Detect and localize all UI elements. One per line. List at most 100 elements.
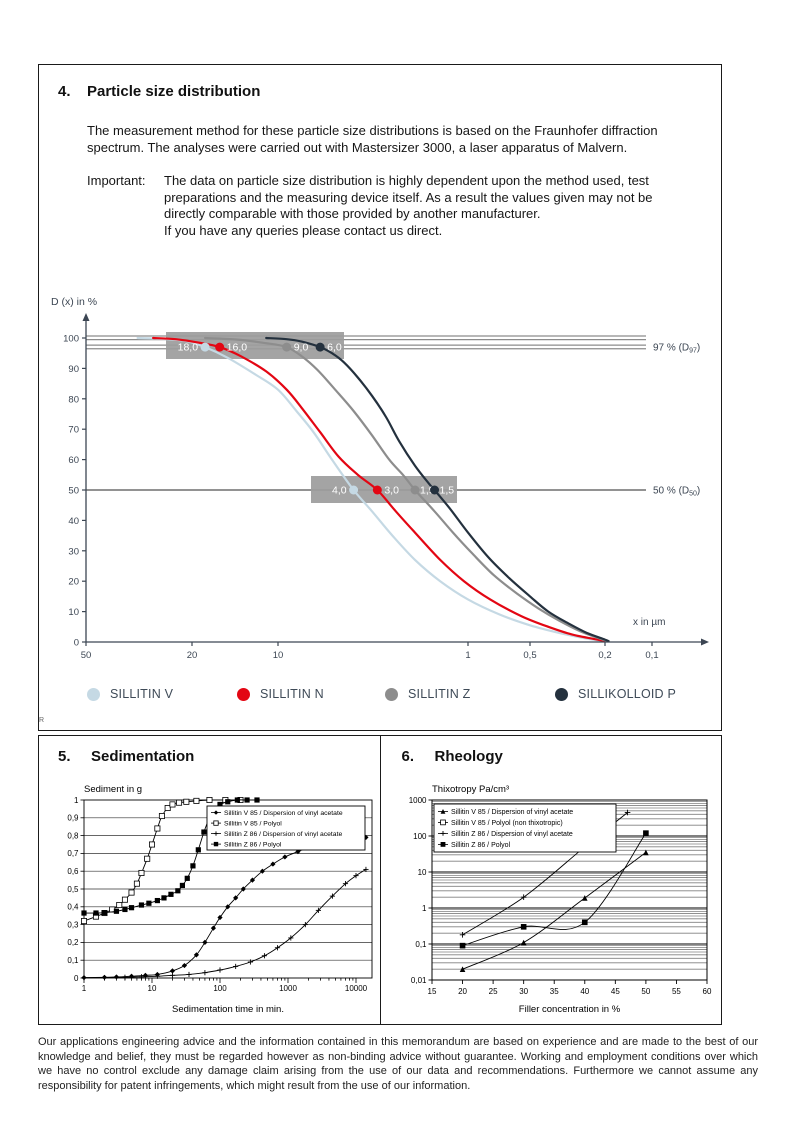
svg-text:100: 100	[63, 334, 79, 345]
svg-text:70: 70	[68, 425, 79, 436]
svg-text:Sillitin V 85 / Dispersion of: Sillitin V 85 / Dispersion of vinyl acet…	[224, 810, 343, 817]
svg-text:10000: 10000	[345, 984, 368, 993]
svg-text:Sillitin V 85 / Dispersion of: Sillitin V 85 / Dispersion of vinyl acet…	[451, 809, 573, 816]
reference-lines: 97 % (D97) 50 % (D50)	[86, 335, 700, 498]
svg-text:40: 40	[580, 987, 589, 996]
svg-text:1: 1	[422, 904, 427, 913]
svg-text:D (x) in %: D (x) in %	[51, 296, 97, 308]
svg-text:0: 0	[74, 638, 79, 649]
svg-text:Sillitin Z 86 / Dispersion of: Sillitin Z 86 / Dispersion of vinyl acet…	[451, 831, 573, 838]
svg-text:Sillitin Z 86 / Polyol: Sillitin Z 86 / Polyol	[451, 842, 511, 849]
svg-text:0: 0	[74, 974, 79, 983]
svg-text:x in µm: x in µm	[633, 617, 665, 628]
section4-number: 4.	[58, 83, 71, 100]
svg-text:0,5: 0,5	[67, 885, 79, 894]
svg-text:Sillitin V 85 / Polyol: Sillitin V 85 / Polyol	[224, 821, 282, 828]
svg-text:16,0: 16,0	[227, 342, 248, 354]
svg-text:Sedimentation time in min.: Sedimentation time in min.	[172, 1004, 284, 1015]
r-mark: R	[39, 717, 45, 724]
rheology-legend: Sillitin V 85 / Dispersion of vinyl acet…	[433, 803, 616, 853]
svg-text:100: 100	[213, 984, 227, 993]
section6-number: 6.	[401, 748, 415, 765]
section6-title: Rheology	[434, 748, 503, 765]
svg-text:0,5: 0,5	[523, 650, 536, 661]
svg-text:0,8: 0,8	[67, 831, 79, 840]
sedimentation-chart: 0 0,1 0,2 0,3 0,4 0,5 0,6 0,7 0,8 0,9 1 1 10 100 1000 1…	[67, 784, 373, 1015]
important-text-1: The data on particle size distribution i…	[164, 173, 653, 221]
svg-text:30: 30	[519, 987, 528, 996]
svg-text:10: 10	[273, 650, 284, 661]
svg-text:1: 1	[82, 984, 87, 993]
svg-text:Thixotropy Pa/cm³: Thixotropy Pa/cm³	[432, 784, 509, 795]
svg-text:50: 50	[81, 650, 92, 661]
section6-panel: 6. Rheology 15 20 25 30 35 40 45 50 55 60 1000 100 1…	[380, 735, 722, 1025]
svg-text:18,0: 18,0	[178, 342, 199, 354]
svg-text:0,2: 0,2	[598, 650, 611, 661]
rheology-axes: 15 20 25 30 35 40 45 50 55 60 1000 100 10 1 0,1 0,01 Thi…	[408, 784, 711, 1015]
svg-text:50: 50	[68, 486, 79, 497]
rheology-series	[459, 809, 649, 972]
sillikolloid-p-dot-icon	[555, 687, 568, 701]
particle-curves	[136, 336, 610, 643]
sillitin-z-dot-icon	[385, 687, 398, 701]
svg-text:0,3: 0,3	[67, 920, 79, 929]
svg-text:Sillitin Z 86 / Dispersion of: Sillitin Z 86 / Dispersion of vinyl acet…	[224, 831, 342, 838]
svg-text:1000: 1000	[408, 796, 426, 805]
svg-text:60: 60	[702, 987, 711, 996]
particle-axes: 0 10 20 30 40 50 60 70 80 90 100 50 20 10 1 0,5 0,2 0,1 D …	[51, 296, 709, 661]
svg-text:80: 80	[68, 394, 79, 405]
svg-text:1,5: 1,5	[440, 485, 455, 497]
svg-text:35: 35	[549, 987, 558, 996]
svg-text:1000: 1000	[279, 984, 297, 993]
legend-label: SILLITIN V	[110, 687, 174, 701]
svg-text:90: 90	[68, 364, 79, 375]
svg-text:1: 1	[465, 650, 470, 661]
svg-text:60: 60	[68, 455, 79, 466]
svg-text:20: 20	[68, 577, 79, 588]
section5-number: 5.	[58, 748, 71, 765]
svg-text:10: 10	[417, 868, 426, 877]
sediment-axes: 0 0,1 0,2 0,3 0,4 0,5 0,6 0,7 0,8 0,9 1 1 10 100 1000 1…	[67, 784, 367, 1015]
svg-text:6,0: 6,0	[327, 342, 342, 354]
sediment-legend: Sillitin V 85 / Dispersion of vinyl acet…	[206, 805, 366, 851]
svg-text:Sillitin V 85 / Polyol (non th: Sillitin V 85 / Polyol (non thixotropic)	[451, 820, 563, 827]
svg-text:0,1: 0,1	[645, 650, 658, 661]
sillitin-v-dot-icon	[87, 687, 100, 701]
legend-item-sillitin-v: SILLITIN V	[87, 687, 173, 701]
section4-heading: 4. Particle size distribution	[58, 83, 260, 100]
sediment-series	[81, 796, 369, 981]
svg-text:100: 100	[413, 832, 427, 841]
section5-heading: 5. Sedimentation	[58, 748, 194, 765]
svg-text:0,7: 0,7	[67, 849, 79, 858]
svg-text:0,2: 0,2	[67, 938, 79, 947]
particle-size-distribution-chart: 97 % (D97)50 % (D50)18,04,016,03,09,01,9…	[51, 296, 709, 661]
rheology-chart: 15 20 25 30 35 40 45 50 55 60 1000 100 10 1 0,1 0,01 Thi…	[408, 784, 711, 1015]
legend-item-sillitin-z: SILLITIN Z	[385, 687, 470, 701]
section4-panel: 4. Particle size distribution The measur…	[38, 64, 722, 731]
svg-text:50: 50	[641, 987, 650, 996]
value-label-boxes	[166, 332, 457, 503]
svg-text:0,01: 0,01	[410, 976, 426, 985]
important-label: Important:	[87, 173, 146, 188]
section5-panel: 5. Sedimentation 0 0,1 0,2 0,3 0,4 0,5 0,6 0,7 0…	[38, 735, 381, 1025]
svg-text:0,4: 0,4	[67, 903, 79, 912]
svg-text:15: 15	[427, 987, 436, 996]
svg-text:0,9: 0,9	[67, 814, 79, 823]
svg-text:30: 30	[68, 546, 79, 557]
svg-text:Sediment in g: Sediment in g	[84, 784, 142, 795]
svg-text:1: 1	[74, 796, 79, 805]
svg-text:Sillitin Z 86 / Polyol: Sillitin Z 86 / Polyol	[224, 842, 282, 849]
svg-text:10: 10	[68, 607, 79, 618]
section4-intro: The measurement method for these particl…	[87, 123, 658, 155]
legend-label: SILLITIN N	[260, 687, 324, 701]
legend-label: SILLITIN Z	[408, 687, 471, 701]
legend-item-sillikolloid-p: SILLIKOLLOID P	[555, 687, 676, 701]
svg-text:20: 20	[458, 987, 467, 996]
sillitin-n-dot-icon	[237, 687, 250, 701]
svg-text:97 % (D97): 97 % (D97)	[653, 343, 700, 355]
legend-item-sillitin-n: SILLITIN N	[237, 687, 324, 701]
svg-text:0,1: 0,1	[415, 940, 427, 949]
svg-text:55: 55	[671, 987, 680, 996]
section6-heading: 6. Rheology	[402, 748, 503, 765]
d97-d50-markers: 18,04,016,03,09,01,96,01,5	[178, 342, 455, 497]
